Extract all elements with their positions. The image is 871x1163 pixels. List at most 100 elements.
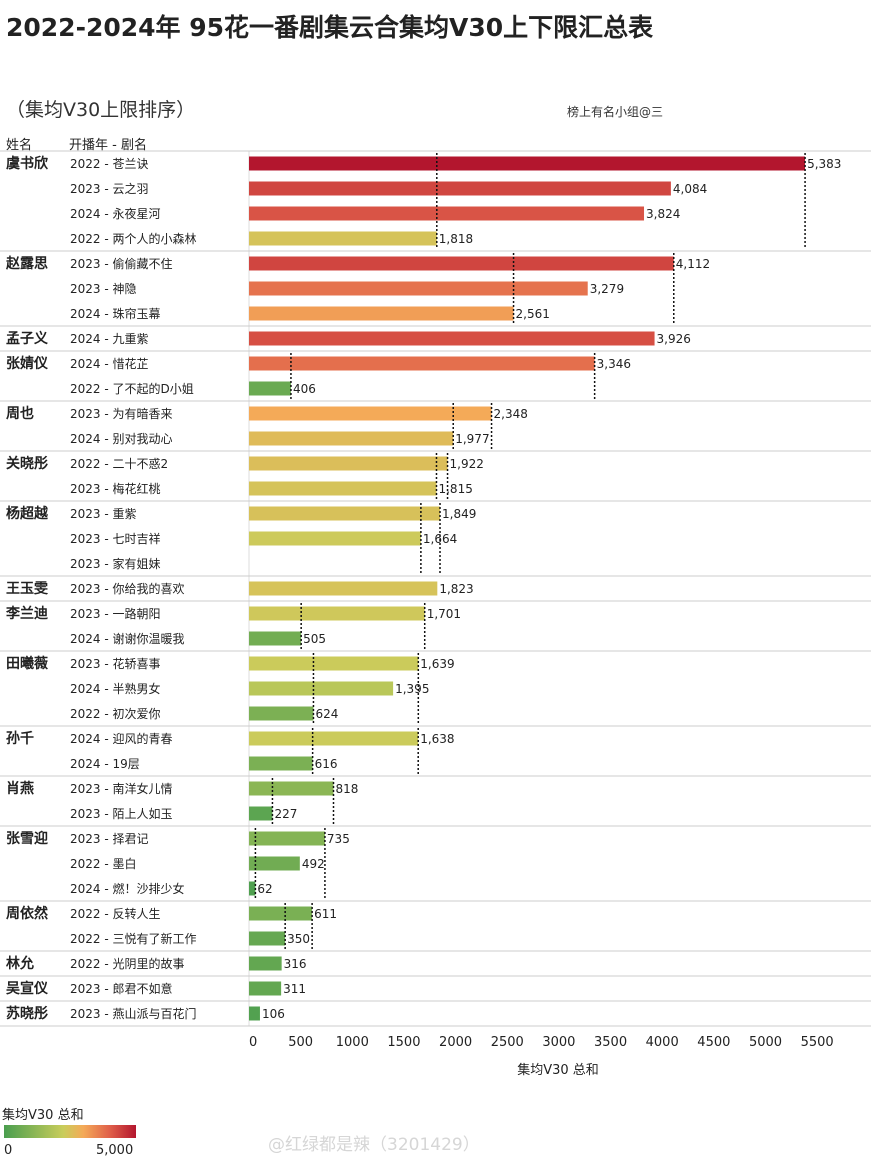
actress-name: 张婧仪 <box>6 355 49 372</box>
legend-max-label: 5,000 <box>96 1143 134 1158</box>
bar <box>249 756 313 771</box>
bar-value-label: 1,638 <box>420 732 454 746</box>
bar <box>249 681 394 696</box>
bar <box>249 356 595 371</box>
actress-name: 田曦薇 <box>6 655 48 672</box>
color-legend-gradient <box>4 1125 136 1138</box>
drama-label: 2023 - 择君记 <box>70 832 149 846</box>
bar <box>249 431 454 446</box>
drama-label: 2024 - 迎风的青春 <box>70 731 173 746</box>
drama-label: 2022 - 光阴里的故事 <box>70 956 185 971</box>
bar-value-label: 350 <box>287 932 310 946</box>
bar <box>249 631 302 646</box>
actress-name: 张雪迎 <box>6 830 48 847</box>
x-tick-label: 5500 <box>801 1035 834 1050</box>
drama-label: 2024 - 永夜星河 <box>70 206 161 221</box>
actress-name: 关晓彤 <box>6 455 48 472</box>
drama-label: 2022 - 两个人的小森林 <box>70 231 197 246</box>
drama-label: 2022 - 三悦有了新工作 <box>70 931 197 946</box>
x-axis-label: 集均V30 总和 <box>517 1062 599 1078</box>
bar-value-label: 1,818 <box>439 232 473 246</box>
bar-value-label: 1,815 <box>438 482 472 496</box>
bar <box>249 206 645 221</box>
bar <box>249 256 674 271</box>
drama-label: 2023 - 神隐 <box>70 282 137 296</box>
drama-label: 2023 - 云之羽 <box>70 182 149 196</box>
bar-value-label: 818 <box>335 782 358 796</box>
chart-subtitle: （集均V30上限排序） <box>6 99 196 121</box>
bar <box>249 606 425 621</box>
bar <box>249 981 282 996</box>
x-tick-label: 1000 <box>336 1035 369 1050</box>
drama-label: 2022 - 苍兰诀 <box>70 157 149 171</box>
bar-value-label: 3,824 <box>646 207 680 221</box>
x-tick-label: 1500 <box>387 1035 420 1050</box>
drama-label: 2024 - 珠帘玉幕 <box>70 306 161 321</box>
bar-value-label: 616 <box>315 757 338 771</box>
x-tick-label: 2500 <box>491 1035 524 1050</box>
x-tick-label: 3500 <box>594 1035 627 1050</box>
bar-value-label: 492 <box>302 857 325 871</box>
bar-value-label: 505 <box>303 632 326 646</box>
drama-label: 2023 - 南洋女儿情 <box>70 781 173 796</box>
bar-value-label: 2,348 <box>494 407 528 421</box>
bar-value-label: 1,395 <box>395 682 429 696</box>
drama-label: 2023 - 一路朝阳 <box>70 606 161 621</box>
legend-title: 集均V30 总和 <box>2 1108 84 1123</box>
bar <box>249 706 314 721</box>
bar-value-label: 611 <box>314 907 337 921</box>
bar-value-label: 4,084 <box>673 182 707 196</box>
drama-label: 2024 - 谢谢你温暖我 <box>70 631 185 646</box>
drama-label: 2024 - 19层 <box>70 757 140 771</box>
x-tick-label: 4000 <box>646 1035 679 1050</box>
drama-label: 2023 - 燕山派与百花门 <box>70 1006 197 1021</box>
bar-value-label: 735 <box>327 832 350 846</box>
actress-name: 虞书欣 <box>6 155 49 172</box>
drama-label: 2024 - 半熟男女 <box>70 681 161 696</box>
bar-value-label: 227 <box>274 807 297 821</box>
bar-value-label: 3,279 <box>590 282 624 296</box>
bar <box>249 806 273 821</box>
bar <box>249 456 448 471</box>
bar <box>249 831 325 846</box>
drama-column-header: 开播年 - 剧名 <box>69 138 147 153</box>
drama-label: 2023 - 家有姐妹 <box>70 556 161 571</box>
x-tick-label: 3000 <box>542 1035 575 1050</box>
bar <box>249 281 588 296</box>
bar-value-label: 624 <box>315 707 338 721</box>
bar-value-label: 1,849 <box>442 507 476 521</box>
bar <box>249 181 671 196</box>
drama-label: 2023 - 为有暗香来 <box>70 406 173 421</box>
x-tick-label: 500 <box>288 1035 313 1050</box>
page-title: 2022-2024年 95花一番剧集云合集均V30上下限汇总表 <box>6 13 654 42</box>
watermark-text: @红绿都是辣（3201429） <box>268 1135 480 1155</box>
actress-name: 李兰迪 <box>5 605 48 622</box>
bar <box>249 231 437 246</box>
bar <box>249 481 437 496</box>
credit-text: 榜上有名小组@三 <box>567 105 664 119</box>
bar <box>249 781 334 796</box>
bar <box>249 906 313 921</box>
bar <box>249 731 419 746</box>
bar-value-label: 406 <box>293 382 316 396</box>
x-tick-label: 4500 <box>697 1035 730 1050</box>
drama-label: 2023 - 梅花红桃 <box>70 481 161 496</box>
bar <box>249 406 492 421</box>
bar-value-label: 62 <box>257 882 272 896</box>
bar <box>249 306 514 321</box>
bar <box>249 881 256 896</box>
actress-name: 林允 <box>6 955 34 972</box>
drama-label: 2023 - 花轿喜事 <box>70 656 161 671</box>
x-tick-label: 2000 <box>439 1035 472 1050</box>
bar <box>249 331 655 346</box>
actress-name: 苏晓彤 <box>6 1005 48 1022</box>
actress-name: 孙千 <box>6 730 34 747</box>
bar-value-label: 1,639 <box>420 657 454 671</box>
bar <box>249 1006 260 1021</box>
drama-label: 2022 - 反转人生 <box>70 906 161 921</box>
bar-value-label: 2,561 <box>516 307 550 321</box>
drama-label: 2023 - 偷偷藏不住 <box>70 256 173 271</box>
bar-value-label: 311 <box>283 982 306 996</box>
actress-name: 王玉雯 <box>6 580 49 597</box>
drama-label: 2023 - 你给我的喜欢 <box>70 581 185 596</box>
